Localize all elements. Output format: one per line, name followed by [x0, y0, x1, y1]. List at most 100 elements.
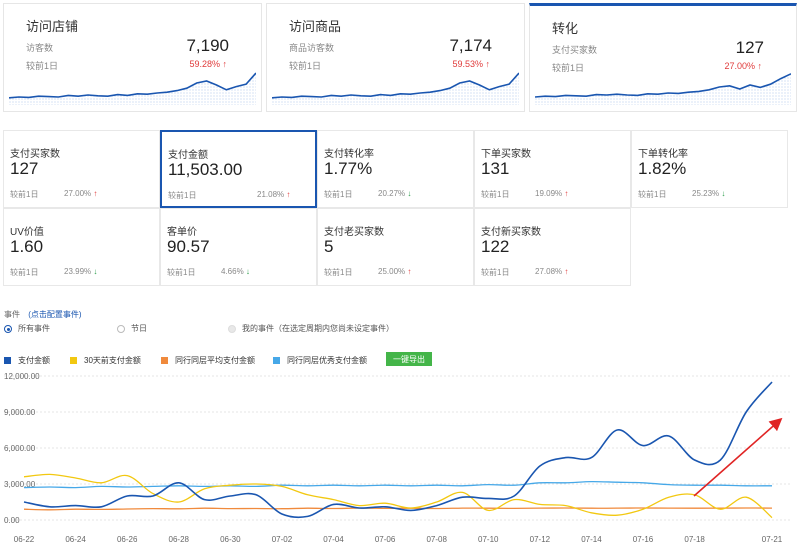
- sparkline-area: [9, 73, 256, 105]
- radio-label: 所有事件: [18, 324, 50, 333]
- metric-card[interactable]: 支付老买家数 5 较前1日 25.00% ↑: [317, 208, 474, 286]
- radio-button-icon: [117, 324, 125, 333]
- metric-card[interactable]: 支付转化率 1.77% 较前1日 20.27% ↓: [317, 130, 474, 208]
- metric-change-pct: 21.08%: [257, 190, 285, 199]
- x-tick-label: 07-04: [323, 535, 344, 544]
- series-line-1: [23, 381, 773, 519]
- x-tick-label: 06-28: [169, 535, 190, 544]
- metric-card[interactable]: 下单买家数 131 较前1日 19.09% ↑: [474, 130, 631, 208]
- arrow-up-icon: ↑: [754, 61, 762, 71]
- arrow-up-icon: ↑: [405, 267, 412, 276]
- top-card-1[interactable]: 访问店铺 访客数 较前1日 7,190 59.28% ↑: [3, 3, 262, 112]
- arrow-up-icon: ↑: [91, 189, 98, 198]
- event-radio-3: 我的事件（在选定周期内您尚未设定事件）: [228, 323, 394, 334]
- metric-change: 23.99% ↓: [64, 267, 97, 276]
- y-tick-label: 0.00: [4, 516, 20, 525]
- metric-card[interactable]: 下单转化率 1.82% 较前1日 25.23% ↓: [631, 130, 788, 208]
- events-label: 事件 (点击配置事件): [4, 309, 82, 320]
- card-subtitle: 商品访客数: [289, 43, 335, 53]
- arrow-down-icon: ↓: [243, 267, 250, 276]
- legend-swatch: [4, 357, 11, 364]
- metric-card[interactable]: UV价值 1.60 较前1日 23.99% ↓: [3, 208, 160, 286]
- metric-value: 127: [10, 159, 39, 178]
- metric-label: 支付新买家数: [481, 227, 541, 238]
- metric-value: 1.82%: [638, 159, 687, 178]
- event-radio-1[interactable]: 所有事件: [4, 323, 50, 334]
- metric-value: 1.77%: [324, 159, 373, 178]
- card-compare-label: 较前1日: [289, 61, 322, 71]
- card-subtitle: 支付买家数: [552, 45, 598, 55]
- legend-label: 支付金额: [18, 356, 50, 365]
- x-tick-label: 06-26: [117, 535, 138, 544]
- top-card-3[interactable]: 转化 支付买家数 较前1日 127 27.00% ↑: [529, 3, 797, 112]
- legend-item[interactable]: 支付金额: [4, 355, 50, 366]
- metric-compare-label: 较前1日: [481, 268, 510, 277]
- radio-button-icon: [4, 324, 12, 333]
- metric-value: 1.60: [10, 237, 44, 256]
- card-change-pct: 59.53%: [452, 59, 483, 69]
- metric-value: 11,503.00: [168, 160, 243, 179]
- arrow-up-icon: ↑: [562, 267, 569, 276]
- x-tick-label: 06-22: [14, 535, 35, 544]
- metric-change: 21.08% ↑: [257, 190, 290, 199]
- metric-change: 25.23% ↓: [692, 189, 725, 198]
- arrow-down-icon: ↓: [405, 189, 412, 198]
- card-change: 27.00% ↑: [724, 61, 762, 71]
- metric-compare-label: 较前1日: [481, 190, 510, 199]
- card-change: 59.28% ↑: [189, 59, 227, 69]
- x-tick-label: 07-14: [581, 535, 602, 544]
- arrow-down-icon: ↓: [91, 267, 98, 276]
- card-title: 访问店铺: [26, 19, 79, 34]
- sparkline-area: [272, 73, 519, 105]
- arrow-up-icon: ↑: [219, 59, 227, 69]
- metric-label: UV价值: [10, 227, 44, 238]
- card-value: 7,174: [449, 36, 492, 55]
- y-tick-label: 12,000.00: [4, 372, 40, 381]
- x-tick-label: 07-18: [684, 535, 705, 544]
- metric-value: 131: [481, 159, 510, 178]
- event-radio-2[interactable]: 节日: [117, 323, 147, 334]
- metric-card[interactable]: 支付金额 11,503.00 较前1日 21.08% ↑: [160, 130, 317, 208]
- arrow-up-icon: ↑: [562, 189, 569, 198]
- x-tick-label: 06-30: [220, 535, 241, 544]
- card-compare-label: 较前1日: [552, 63, 585, 73]
- card-change: 59.53% ↑: [452, 59, 490, 69]
- card-change-pct: 27.00%: [724, 61, 755, 71]
- metric-change: 25.00% ↑: [378, 267, 411, 276]
- card-change-pct: 59.28%: [189, 59, 220, 69]
- metric-compare-label: 较前1日: [638, 190, 667, 199]
- legend-item[interactable]: 同行同层平均支付金额: [161, 355, 255, 366]
- metric-compare-label: 较前1日: [168, 191, 197, 200]
- metric-card[interactable]: 客单价 90.57 较前1日 4.66% ↓: [160, 208, 317, 286]
- red-trend-arrow-icon: [693, 417, 783, 497]
- metric-change-pct: 4.66%: [221, 267, 244, 276]
- legend-item[interactable]: 同行同层优秀支付金额: [273, 355, 367, 366]
- sparkline-area: [535, 73, 791, 105]
- metric-value: 5: [324, 237, 334, 256]
- metric-change-pct: 25.23%: [692, 189, 720, 198]
- metric-compare-label: 较前1日: [167, 268, 196, 277]
- x-tick-label: 07-02: [272, 535, 293, 544]
- sparkline-line: [272, 72, 519, 99]
- metric-value: 90.57: [167, 237, 210, 256]
- metric-label: 支付转化率: [324, 149, 374, 160]
- metric-card[interactable]: 支付买家数 127 较前1日 27.00% ↑: [3, 130, 160, 208]
- series-line-4: [23, 480, 773, 489]
- x-tick-label: 07-10: [478, 535, 499, 544]
- metric-label: 支付买家数: [10, 149, 60, 160]
- metric-card[interactable]: 支付新买家数 122 较前1日 27.08% ↑: [474, 208, 631, 286]
- sparkline-line: [9, 72, 256, 99]
- radio-label: 节日: [131, 324, 147, 333]
- events-title: 事件: [4, 310, 20, 319]
- sparkline: [272, 72, 519, 105]
- legend-item[interactable]: 30天前支付金额: [70, 355, 141, 366]
- top-card-2[interactable]: 访问商品 商品访客数 较前1日 7,174 59.53% ↑: [266, 3, 525, 112]
- x-tick-label: 07-12: [530, 535, 551, 544]
- metric-compare-label: 较前1日: [10, 190, 39, 199]
- configure-events-link[interactable]: (点击配置事件): [28, 310, 82, 319]
- metric-compare-label: 较前1日: [324, 268, 353, 277]
- export-button[interactable]: 一键导出: [386, 352, 432, 366]
- metric-change-pct: 19.09%: [535, 189, 563, 198]
- x-tick-label: 06-24: [65, 535, 86, 544]
- metric-label: 支付老买家数: [324, 227, 384, 238]
